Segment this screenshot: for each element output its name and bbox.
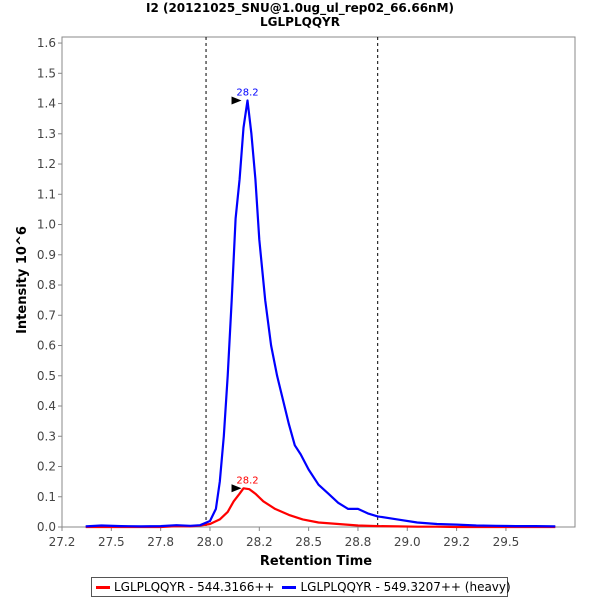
y-tick-label: 1.4 — [37, 97, 56, 111]
legend: LGLPLQQYR - 544.3166++ LGLPLQQYR - 549.3… — [91, 577, 511, 597]
chart-title: I2 (20121025_SNU@1.0ug_ul_rep02_66.66nM) — [145, 1, 455, 15]
x-tick-label: 29.5 — [493, 535, 520, 549]
y-tick-label: 0.8 — [37, 278, 56, 292]
y-tick-label: 0.6 — [37, 339, 56, 353]
y-tick-label: 0.0 — [37, 520, 56, 534]
y-tick-label: 1.2 — [37, 157, 56, 171]
x-tick-label: 28.2 — [246, 535, 273, 549]
peak-marker-heavy — [231, 96, 242, 105]
y-tick-label: 1.3 — [37, 127, 56, 141]
y-tick-label: 1.6 — [37, 36, 56, 50]
x-tick-label: 27.5 — [98, 535, 125, 549]
peak-label-heavy: 28.2 — [236, 88, 258, 99]
y-tick-label: 0.2 — [37, 460, 56, 474]
series-line-heavy — [85, 99, 556, 528]
plot-area: 0.0 0.1 0.2 0.3 0.4 0.5 0.6 0.7 0.8 0.9 1.0 1.1 1.2 1… — [15, 36, 576, 569]
x-tick-label: 28.5 — [295, 535, 322, 549]
y-tick-label: 0.9 — [37, 248, 56, 262]
y-tick-label: 1.1 — [37, 187, 56, 201]
y-tick-label: 1.5 — [37, 66, 56, 80]
legend-label-heavy: LGLPLQQYR - 549.3207++ (heavy) — [300, 580, 511, 594]
y-axis-title: Intensity 10^6 — [15, 226, 30, 334]
plot-frame — [61, 36, 576, 528]
legend-swatch-red — [96, 585, 110, 589]
y-tick-label: 0.7 — [37, 308, 56, 322]
y-tick-label: 0.3 — [37, 429, 56, 443]
legend-swatch-blue — [282, 585, 297, 589]
x-tick-label: 29.2 — [443, 535, 470, 549]
y-tick-label: 0.4 — [37, 399, 56, 413]
legend-item-heavy: LGLPLQQYR - 549.3207++ (heavy) — [282, 580, 511, 594]
y-tick-label: 1.0 — [37, 218, 56, 232]
x-tick-label: 27.2 — [49, 535, 76, 549]
peak-label-light: 28.2 — [236, 475, 258, 486]
peak-marker-light — [231, 484, 242, 493]
x-tick-label: 29.0 — [394, 535, 421, 549]
x-tick-label: 28.8 — [345, 535, 372, 549]
legend-label-light: LGLPLQQYR - 544.3166++ — [114, 580, 275, 594]
y-tick-label: 0.1 — [37, 490, 56, 504]
y-tick-label: 0.5 — [37, 369, 56, 383]
x-axis-title: Retention Time — [260, 554, 372, 569]
chart-subtitle: LGLPLQQYR — [260, 15, 340, 29]
x-tick-label: 27.8 — [147, 535, 174, 549]
legend-item-light: LGLPLQQYR - 544.3166++ — [96, 580, 274, 594]
x-tick-label: 28.0 — [197, 535, 224, 549]
